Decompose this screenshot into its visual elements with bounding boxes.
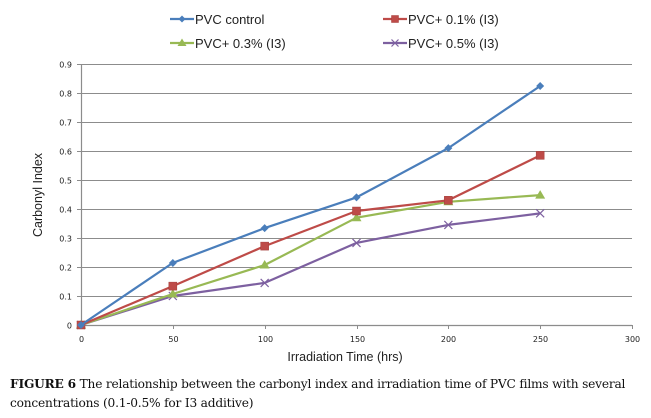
diamond-marker: [178, 15, 186, 23]
x-marker-stroke: [260, 278, 270, 288]
triangle-marker: [259, 259, 270, 269]
triangle-marker: [351, 212, 362, 222]
x-marker: [391, 39, 399, 47]
legend: PVC control PVC+ 0.1% (I3) PVC+ 0.3% (I3) P…: [170, 12, 499, 51]
legend-label: PVC control: [195, 12, 264, 27]
square-marker: [260, 241, 269, 251]
x-marker-stroke: [443, 220, 453, 230]
series-pvc-0-1-i3: [76, 151, 545, 330]
legend-label: PVC+ 0.1% (I3): [408, 12, 499, 27]
y-tick-label: 0: [67, 322, 72, 331]
series-line: [80, 194, 541, 327]
series-line: [80, 85, 541, 326]
y-tick-label: 0.3: [59, 235, 72, 244]
diamond-marker: [260, 224, 269, 233]
x-tick-label: 250: [533, 335, 548, 344]
caption-text: The relationship between the carbonyl in…: [10, 377, 626, 410]
x-tick-label: 300: [625, 335, 640, 344]
x-marker: [535, 208, 545, 218]
line-chart: PVC control PVC+ 0.1% (I3) PVC+ 0.3% (I3) P…: [31, 12, 640, 364]
legend-label: PVC+ 0.3% (I3): [195, 36, 286, 51]
y-tick-label: 0.7: [59, 119, 72, 128]
x-marker-stroke: [535, 208, 545, 218]
axes: [77, 64, 633, 329]
x-marker: [443, 220, 453, 230]
y-tick-label: 0.4: [59, 206, 72, 215]
x-tick-label: 50: [168, 335, 178, 344]
x-marker: [352, 238, 361, 248]
series-pvc-0-5-i3: [76, 208, 545, 330]
y-tick-labels: 0 0.1 0.2 0.3 0.4 0.5 0.6 0.7 0.8 0.9: [59, 61, 72, 331]
x-marker: [260, 278, 270, 288]
x-tick-label: 100: [258, 335, 273, 344]
y-tick-label: 0.9: [59, 61, 72, 70]
series-line: [80, 154, 541, 327]
figure-caption: FIGURE 6 The relationship between the ca…: [10, 375, 650, 413]
gridlines: [77, 64, 632, 297]
x-tick-label: 200: [441, 335, 456, 344]
y-tick-label: 0.8: [59, 90, 72, 99]
triangle-marker: [167, 288, 178, 298]
triangle-marker: [177, 38, 187, 46]
y-axis-title: Carbonyl Index: [31, 152, 45, 237]
diamond-marker: [77, 321, 85, 329]
y-tick-label: 0.5: [59, 177, 72, 186]
square-marker: [391, 15, 399, 23]
series-line: [80, 212, 541, 327]
legend-label: PVC+ 0.5% (I3): [408, 36, 499, 51]
legend-item: PVC+ 0.3% (I3): [170, 36, 286, 51]
diamond-marker: [168, 258, 177, 267]
series-group: [76, 82, 546, 330]
x-tick-label: 0: [79, 335, 84, 344]
x-marker-stroke: [352, 238, 361, 248]
square-marker: [535, 151, 545, 160]
x-tick-labels: 0 50 100 150 200 250 300: [79, 335, 640, 344]
legend-item: PVC control: [170, 12, 264, 27]
y-tick-label: 0.2: [59, 264, 72, 273]
triangle-marker: [535, 190, 546, 199]
square-marker: [168, 281, 178, 291]
y-tick-label: 0.1: [59, 293, 72, 302]
legend-item: PVC+ 0.5% (I3): [383, 36, 499, 51]
figure-label: FIGURE 6: [10, 377, 76, 391]
y-tick-label: 0.6: [59, 148, 72, 157]
x-tick-label: 150: [350, 335, 365, 344]
legend-item: PVC+ 0.1% (I3): [383, 12, 499, 27]
x-axis-title: Irradiation Time (hrs): [287, 350, 402, 364]
series-pvc-control: [77, 82, 545, 329]
x-marker-stroke: [391, 39, 399, 47]
diamond-marker: [444, 144, 453, 153]
diamond-marker: [536, 82, 545, 91]
square-marker: [352, 206, 361, 216]
diamond-marker: [352, 193, 361, 202]
square-marker: [444, 196, 453, 205]
series-pvc-0-3-i3: [76, 190, 546, 329]
